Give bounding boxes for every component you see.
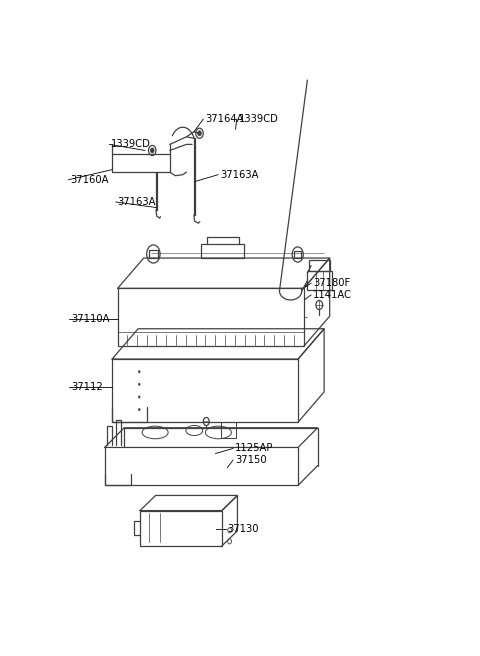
Text: 37163A: 37163A — [220, 170, 258, 180]
Bar — [294, 251, 301, 258]
Circle shape — [138, 383, 140, 386]
Bar — [149, 250, 158, 258]
Circle shape — [138, 408, 140, 411]
Text: 37160A: 37160A — [71, 174, 109, 185]
Text: 37163A: 37163A — [118, 197, 156, 207]
Bar — [140, 510, 222, 546]
Text: 1141AC: 1141AC — [313, 290, 352, 300]
Bar — [221, 422, 236, 438]
Bar — [118, 289, 304, 346]
Text: 37164A: 37164A — [205, 114, 243, 124]
Text: 37150: 37150 — [235, 455, 266, 465]
Bar — [307, 271, 332, 290]
Text: 37112: 37112 — [71, 382, 103, 392]
Circle shape — [138, 396, 140, 398]
Circle shape — [150, 148, 154, 153]
Text: 1125AP: 1125AP — [235, 443, 273, 453]
Text: 37130: 37130 — [228, 524, 259, 534]
Text: 1339CD: 1339CD — [239, 114, 278, 124]
Bar — [309, 260, 330, 271]
Bar — [202, 244, 244, 258]
Text: 37110A: 37110A — [71, 314, 109, 323]
Circle shape — [198, 131, 202, 136]
Text: 37180F: 37180F — [313, 278, 350, 288]
Circle shape — [138, 370, 140, 373]
Text: 1339CD: 1339CD — [111, 139, 151, 150]
Bar — [112, 359, 298, 422]
